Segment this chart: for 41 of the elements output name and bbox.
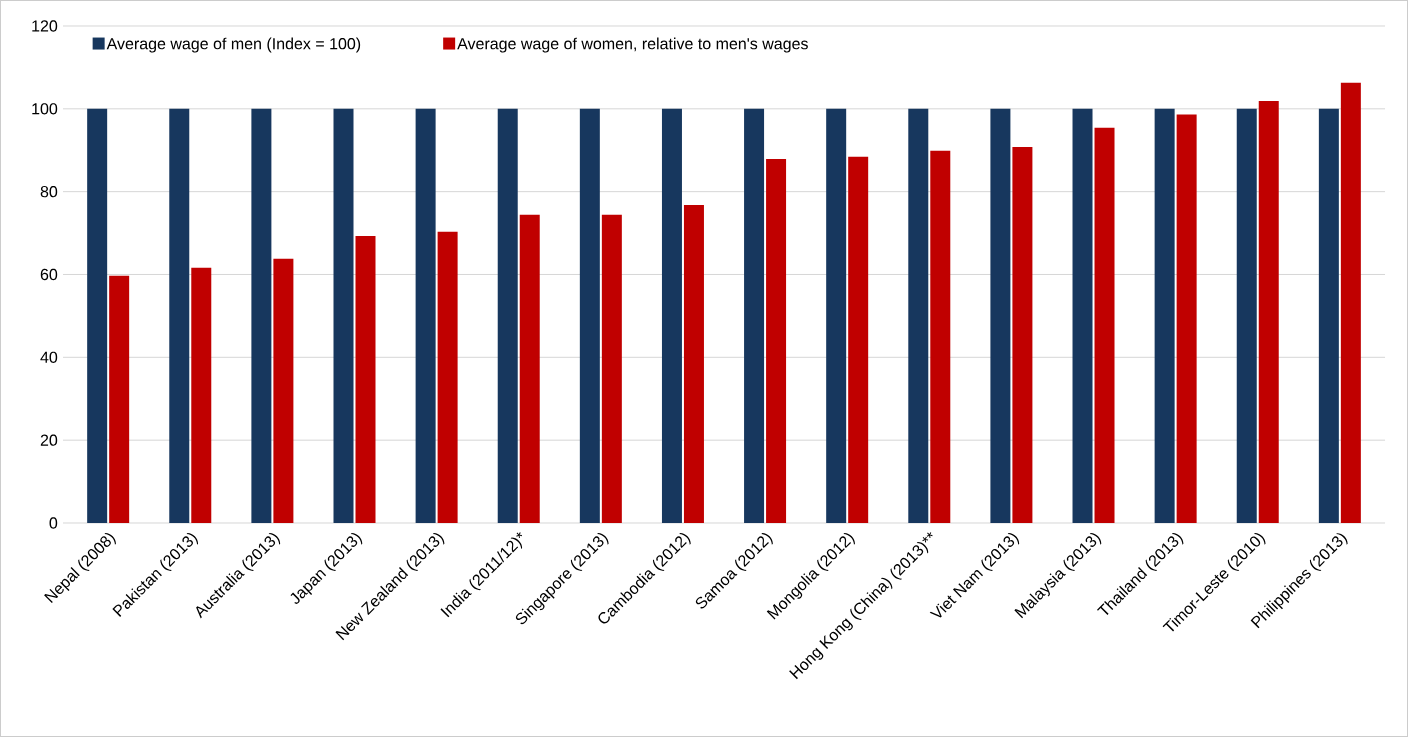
bar <box>1258 100 1279 523</box>
bar <box>1236 108 1257 523</box>
bar <box>273 258 294 523</box>
bar <box>766 158 787 523</box>
bar <box>601 214 622 523</box>
bar <box>908 108 929 523</box>
bar <box>1318 108 1339 523</box>
bar <box>519 214 540 523</box>
bar <box>826 108 847 523</box>
bar <box>109 275 130 523</box>
legend-label: Average wage of men (Index = 100) <box>106 37 361 53</box>
bar <box>437 231 458 523</box>
y-tick-label: 40 <box>40 351 58 363</box>
y-tick-label: 0 <box>49 517 58 529</box>
bar <box>1154 108 1175 523</box>
bar <box>1072 108 1093 523</box>
y-tick-label: 100 <box>32 103 58 115</box>
bar <box>683 204 704 523</box>
y-tick-label: 120 <box>32 20 58 32</box>
bar <box>1340 82 1361 523</box>
bar <box>355 235 376 523</box>
y-tick-label: 80 <box>40 185 58 198</box>
bar <box>191 267 212 523</box>
bar <box>87 108 108 523</box>
bar <box>661 108 682 523</box>
bar <box>1176 114 1197 523</box>
bar <box>251 108 272 523</box>
bar <box>744 108 765 523</box>
bar <box>1012 146 1033 523</box>
bar <box>1094 127 1115 523</box>
bar <box>579 108 600 523</box>
y-tick-label: 60 <box>40 268 58 281</box>
y-tick-label: 20 <box>40 434 58 446</box>
bar <box>333 108 354 523</box>
bar <box>990 108 1011 523</box>
bar <box>415 108 436 523</box>
bar <box>930 150 951 523</box>
bar <box>169 108 190 523</box>
legend-label: Average wage of women, relative to men's wages <box>457 37 808 53</box>
bar <box>497 108 518 523</box>
bar <box>848 156 869 523</box>
